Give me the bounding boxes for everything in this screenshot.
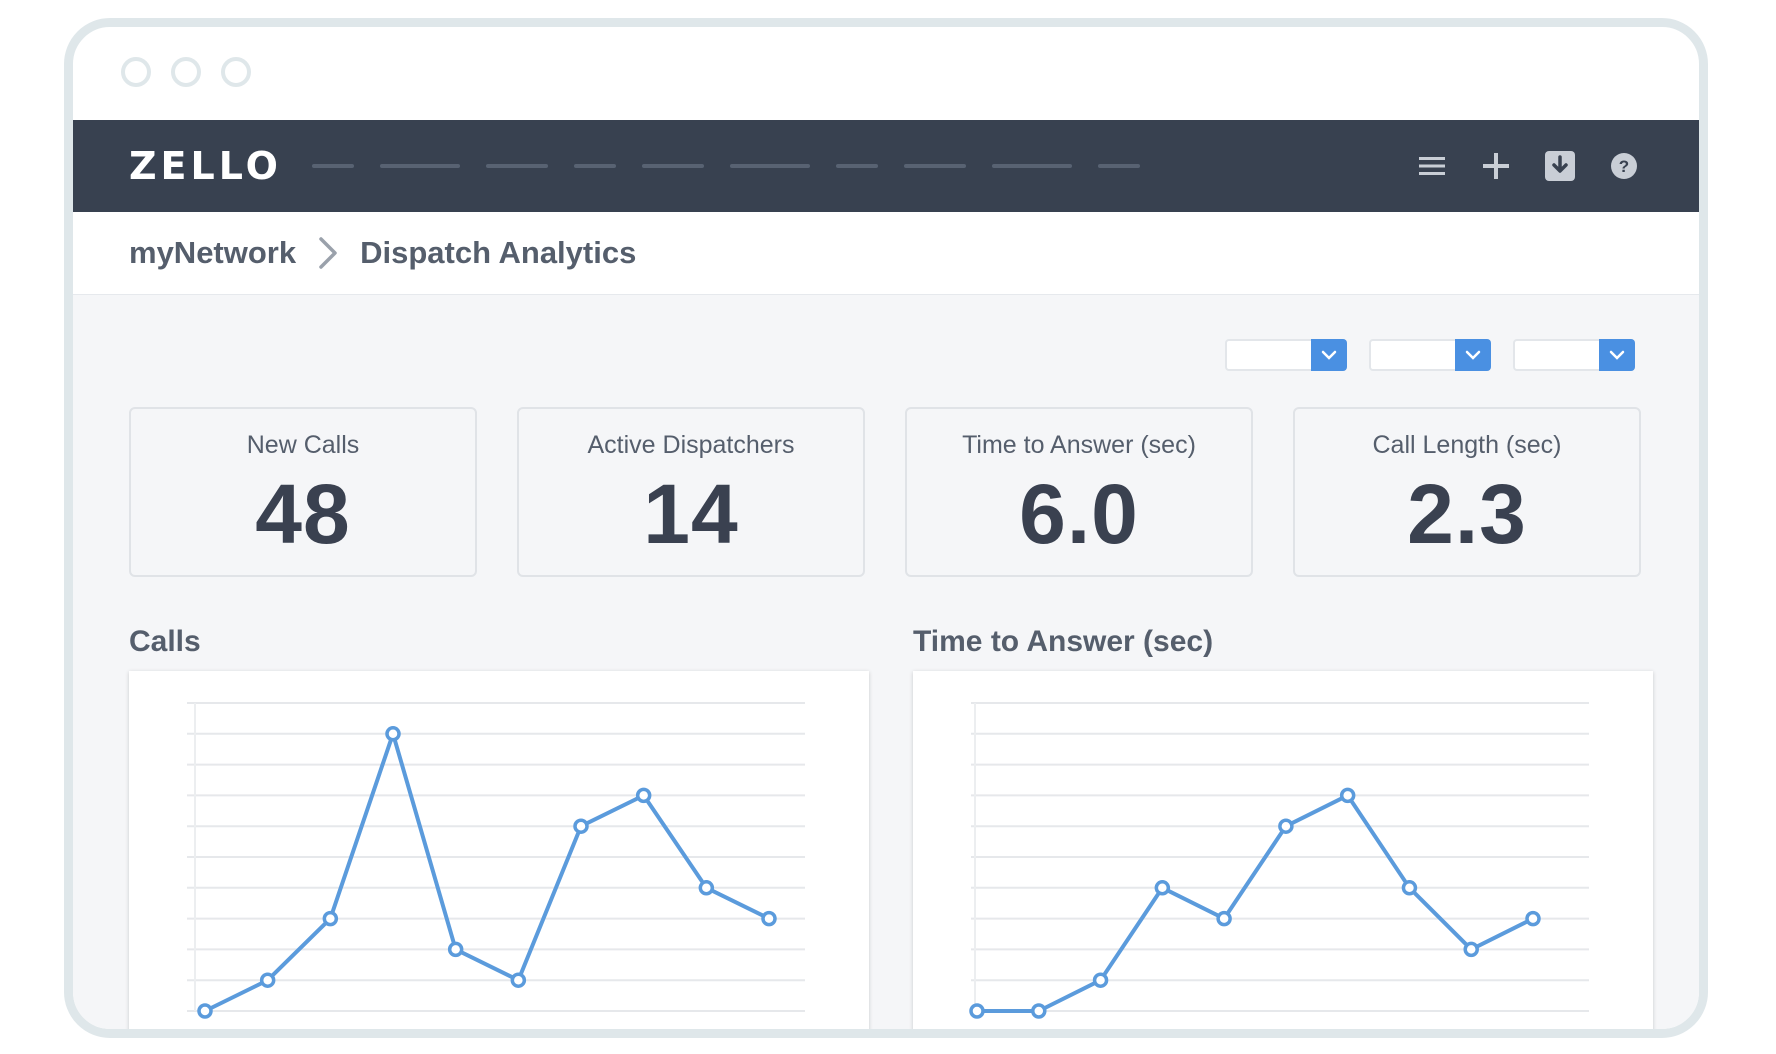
nav-link-placeholder[interactable] bbox=[1097, 164, 1140, 168]
kpi-value: 48 bbox=[255, 467, 351, 561]
nav-placeholder-links bbox=[311, 164, 1140, 168]
calls-chart-title: Calls bbox=[129, 625, 201, 658]
dashboard-content: New Calls 48 Active Dispatchers 14 Time … bbox=[73, 295, 1699, 1029]
data-point bbox=[573, 818, 589, 834]
zello-logo[interactable]: ZELLO bbox=[129, 144, 282, 188]
filter-select[interactable] bbox=[1225, 339, 1347, 371]
data-point bbox=[969, 1003, 985, 1019]
data-point bbox=[197, 1003, 213, 1019]
breadcrumb-network[interactable]: myNetwork bbox=[129, 235, 297, 270]
breadcrumb: myNetwork Dispatch Analytics bbox=[73, 212, 1699, 296]
data-point bbox=[1401, 880, 1418, 896]
kpi-value: 2.3 bbox=[1407, 467, 1527, 561]
kpi-value: 14 bbox=[643, 467, 739, 561]
nav-link-placeholder[interactable] bbox=[485, 164, 548, 168]
chevron-down-icon[interactable] bbox=[1599, 339, 1635, 371]
menu-icon[interactable] bbox=[1417, 151, 1447, 181]
nav-link-placeholder[interactable] bbox=[729, 164, 810, 168]
data-point bbox=[698, 880, 715, 896]
kpi-row: New Calls 48 Active Dispatchers 14 Time … bbox=[129, 407, 1641, 577]
data-point bbox=[1031, 1003, 1047, 1019]
plus-icon[interactable] bbox=[1481, 151, 1511, 181]
kpi-card-active-dispatchers: Active Dispatchers 14 bbox=[517, 407, 865, 577]
data-point bbox=[322, 910, 339, 927]
chevron-right-icon bbox=[318, 236, 338, 270]
nav-actions: ? bbox=[1417, 120, 1639, 212]
data-point bbox=[447, 941, 464, 958]
data-point bbox=[1339, 787, 1356, 804]
kpi-card-new-calls: New Calls 48 bbox=[129, 407, 477, 577]
data-point bbox=[385, 726, 401, 742]
window-controls bbox=[121, 57, 251, 87]
svg-text:?: ? bbox=[1619, 157, 1629, 176]
data-point bbox=[761, 910, 777, 927]
nav-link-placeholder[interactable] bbox=[991, 164, 1072, 168]
kpi-label: New Calls bbox=[246, 431, 360, 459]
data-point bbox=[1525, 910, 1541, 927]
browser-window: ZELLO ? bbox=[64, 18, 1708, 1038]
filter-select[interactable] bbox=[1513, 339, 1635, 371]
chevron-down-icon[interactable] bbox=[1455, 339, 1491, 371]
nav-link-placeholder[interactable] bbox=[379, 164, 460, 168]
kpi-value: 6.0 bbox=[1019, 467, 1139, 561]
data-point bbox=[1278, 818, 1294, 834]
chevron-down-icon[interactable] bbox=[1311, 339, 1347, 371]
nav-link-placeholder[interactable] bbox=[311, 164, 354, 168]
series-line bbox=[977, 793, 1534, 1013]
kpi-card-time-to-answer: Time to Answer (sec) 6.0 bbox=[905, 407, 1253, 577]
data-point bbox=[1092, 972, 1109, 988]
help-icon[interactable]: ? bbox=[1609, 151, 1639, 181]
kpi-label: Active Dispatchers bbox=[587, 431, 795, 459]
nav-link-placeholder[interactable] bbox=[573, 164, 616, 168]
data-point bbox=[1216, 910, 1232, 927]
breadcrumb-current: Dispatch Analytics bbox=[360, 235, 637, 270]
tta-line-chart bbox=[969, 702, 1589, 1019]
data-point bbox=[635, 787, 652, 804]
filter-select[interactable] bbox=[1369, 339, 1491, 371]
tta-chart-title: Time to Answer (sec) bbox=[913, 625, 1214, 658]
nav-link-placeholder[interactable] bbox=[835, 164, 878, 168]
kpi-card-call-length: Call Length (sec) 2.3 bbox=[1293, 407, 1641, 577]
data-point bbox=[510, 972, 527, 988]
window-dot-icon[interactable] bbox=[171, 57, 201, 87]
data-point bbox=[1463, 941, 1479, 958]
tta-chart-card bbox=[913, 671, 1653, 1029]
nav-link-placeholder[interactable] bbox=[903, 164, 966, 168]
download-icon[interactable] bbox=[1545, 151, 1575, 181]
top-navigation-bar: ZELLO ? bbox=[73, 120, 1699, 212]
window-dot-icon[interactable] bbox=[121, 57, 151, 87]
calls-line-chart bbox=[187, 702, 805, 1019]
kpi-label: Time to Answer (sec) bbox=[962, 431, 1196, 459]
data-point bbox=[1154, 880, 1171, 896]
nav-link-placeholder[interactable] bbox=[641, 164, 704, 168]
kpi-label: Call Length (sec) bbox=[1372, 431, 1562, 459]
filter-bar bbox=[1225, 339, 1635, 371]
data-point bbox=[259, 972, 276, 988]
calls-chart-card bbox=[129, 671, 869, 1029]
series-line bbox=[204, 731, 770, 1013]
window-dot-icon[interactable] bbox=[221, 57, 251, 87]
